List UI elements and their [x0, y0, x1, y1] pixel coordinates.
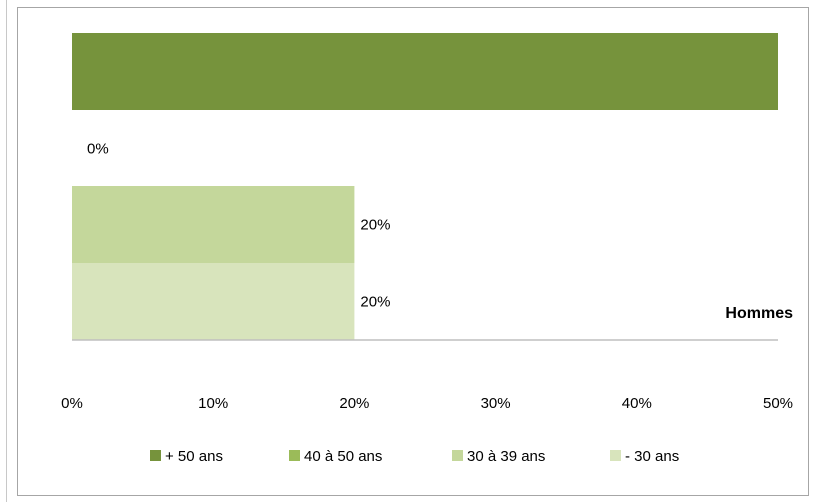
x-tick-label: 30% — [481, 395, 511, 412]
x-tick-label: 0% — [61, 395, 83, 412]
data-label-3: 20% — [360, 217, 390, 234]
legend: + 50 ans 40 à 50 ans 30 à 39 ans - 30 ans — [150, 448, 679, 465]
adjacent-panel-border — [6, 0, 7, 502]
legend-swatch-4 — [610, 450, 621, 461]
x-tick-label: 40% — [622, 395, 652, 412]
bar-1 — [72, 33, 778, 110]
x-tick-label: 50% — [763, 395, 793, 412]
data-labels-group: 0% 20% 20% — [87, 141, 390, 311]
bar-4 — [72, 263, 355, 340]
category-label: Hommes — [725, 305, 793, 322]
legend-swatch-3 — [452, 450, 463, 461]
bars-group — [72, 33, 778, 340]
legend-label-3: 30 à 39 ans — [467, 448, 545, 465]
data-label-4: 20% — [360, 294, 390, 311]
x-tick-labels-group: 0% 10% 20% 30% 40% 50% — [61, 395, 793, 412]
legend-label-1: + 50 ans — [165, 448, 223, 465]
bar-3 — [72, 186, 355, 263]
legend-label-4: - 30 ans — [625, 448, 679, 465]
legend-swatch-2 — [289, 450, 300, 461]
legend-label-2: 40 à 50 ans — [304, 448, 382, 465]
data-label-2: 0% — [87, 141, 109, 158]
x-tick-label: 10% — [198, 395, 228, 412]
x-tick-label: 20% — [339, 395, 369, 412]
legend-swatch-1 — [150, 450, 161, 461]
